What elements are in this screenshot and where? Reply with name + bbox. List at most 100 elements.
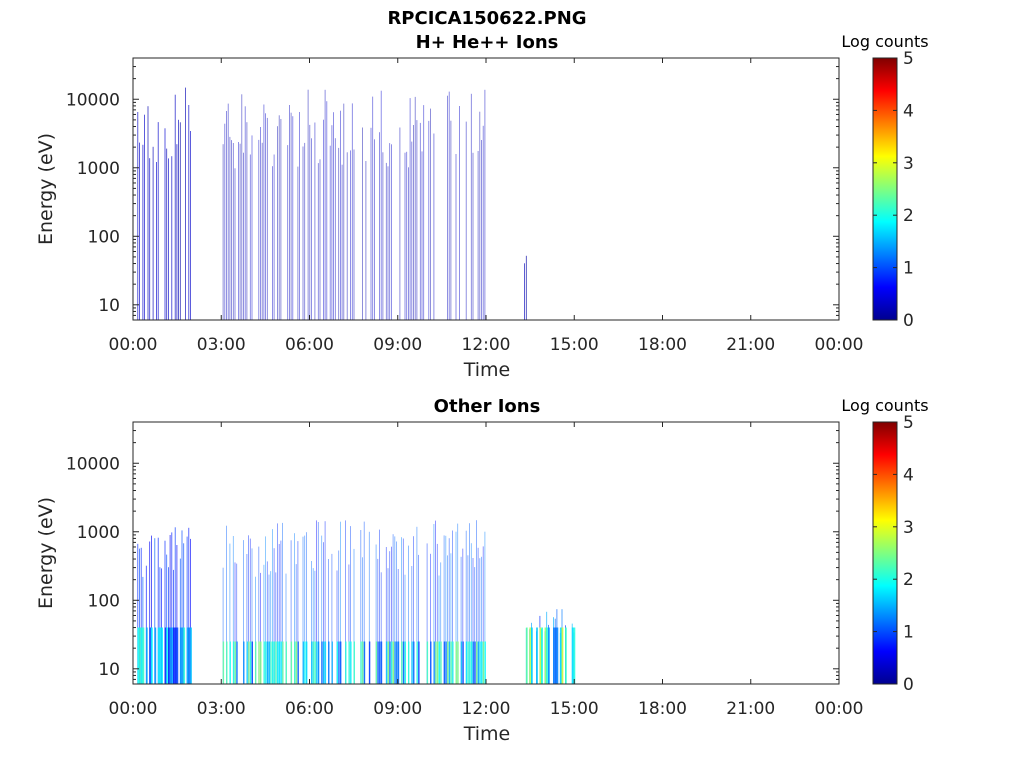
spectrogram-cell [539, 627, 542, 684]
spectrogram-column [329, 145, 331, 320]
spectrogram-cell [385, 641, 388, 684]
spectrogram-cell [266, 641, 269, 684]
spectrogram-cell [479, 641, 481, 684]
spectrogram-cell [443, 641, 446, 684]
spectrogram-cell [173, 627, 175, 684]
spectrogram-column [277, 126, 278, 320]
spectrogram-cell [166, 627, 169, 684]
spectrogram-column [382, 152, 384, 320]
spectrogram-cell [139, 627, 141, 684]
spectrogram-column [299, 112, 300, 320]
spectrogram-column [479, 558, 481, 684]
spectrogram-cell [280, 641, 282, 684]
x-tick-label: 12:00 [462, 335, 511, 355]
spectrogram-cell [314, 641, 316, 684]
spectrogram-cell [389, 641, 391, 684]
spectrogram-column [297, 541, 299, 684]
y-tick-label: 1000 [77, 523, 120, 543]
spectrogram-column [392, 534, 394, 684]
x-tick-label: 15:00 [550, 335, 599, 355]
spectrogram-column [295, 564, 297, 684]
spectrogram-column [482, 546, 484, 684]
spectrogram-column [142, 144, 144, 320]
spectrogram-column [297, 166, 299, 320]
spectrogram-column [374, 139, 375, 320]
spectrogram-column [234, 562, 236, 684]
spectrogram-column [433, 133, 435, 320]
spectrogram-column [426, 543, 428, 684]
spectrogram-column [222, 567, 224, 684]
plot-frame [132, 421, 840, 685]
spectrogram-column [290, 540, 292, 684]
spectrogram-column [275, 572, 277, 684]
spectrogram-cell [546, 627, 549, 684]
spectrogram-cell [474, 641, 476, 684]
spectrogram-cell [294, 641, 296, 684]
spectrogram-column [428, 120, 430, 321]
spectrogram-cell [544, 627, 547, 684]
spectrogram-cell [168, 627, 170, 684]
spectrogram-column [311, 561, 312, 684]
spectrogram [137, 520, 576, 684]
spectrogram-column [251, 548, 253, 684]
colorbar-gradient [872, 421, 898, 685]
spectrogram-cell [159, 627, 162, 684]
spectrogram-column [280, 119, 282, 320]
spectrogram-cell [450, 641, 452, 684]
spectrogram-column [292, 116, 294, 320]
spectrogram-cell [255, 641, 257, 684]
spectrogram-cell [304, 641, 306, 684]
spectrogram-cell [396, 641, 398, 684]
spectrogram-column [317, 163, 319, 320]
spectrogram-column [348, 564, 350, 684]
spectrogram-column [435, 520, 436, 684]
spectrogram-column [323, 119, 324, 320]
spectrogram-column [457, 523, 459, 684]
spectrogram-column [484, 531, 486, 684]
spectrogram-column [418, 554, 419, 684]
spectrogram-column [331, 553, 333, 684]
spectrogram-column [351, 103, 353, 321]
spectrogram-cell [401, 641, 403, 684]
spectrogram-cell [336, 641, 338, 684]
spectrogram-column [448, 91, 450, 320]
spectrogram-column [270, 571, 272, 684]
spectrogram-column [377, 558, 379, 684]
spectrogram-cell [258, 641, 260, 684]
spectrogram-cell [408, 641, 410, 684]
spectrogram-cell [324, 641, 327, 684]
colorbar-tick-label: 5 [903, 49, 914, 69]
spectrogram-column [350, 150, 351, 320]
spectrogram-column [406, 151, 408, 320]
colorbar-ticks: 0 1 2 3 4 5 [873, 49, 914, 331]
spectrogram-column [460, 556, 462, 684]
spectrogram-column [525, 255, 527, 320]
spectrogram-cell [360, 641, 362, 684]
spectrogram-column [450, 553, 452, 684]
spectrogram-column [255, 576, 256, 684]
spectrogram-column [188, 105, 190, 320]
spectrogram-cell [311, 641, 313, 684]
spectrogram-column [302, 536, 304, 684]
colorbar-tick-label: 2 [903, 206, 914, 226]
spectrogram-cell [435, 641, 437, 684]
spectrogram-column [306, 532, 307, 684]
spectrogram-cell [481, 641, 483, 684]
spectrogram-column [365, 161, 367, 320]
spectrogram-column [413, 536, 414, 684]
spectrogram-column [477, 151, 479, 320]
spectrogram-cell [285, 641, 287, 684]
spectrogram-column [470, 93, 472, 320]
spectrogram-column [263, 104, 265, 320]
x-tick-label: 12:00 [462, 699, 511, 719]
spectrogram-column [408, 545, 409, 684]
spectrogram-column [282, 522, 283, 684]
x-tick-label: 09:00 [373, 335, 422, 355]
spectrogram-column [482, 125, 484, 320]
spectrogram-column [185, 87, 186, 320]
spectrogram-cell [411, 641, 413, 684]
spectrogram-column [179, 558, 181, 684]
spectrogram-column [156, 162, 157, 320]
spectrogram-cell [457, 641, 459, 684]
spectrogram-column [476, 520, 477, 684]
